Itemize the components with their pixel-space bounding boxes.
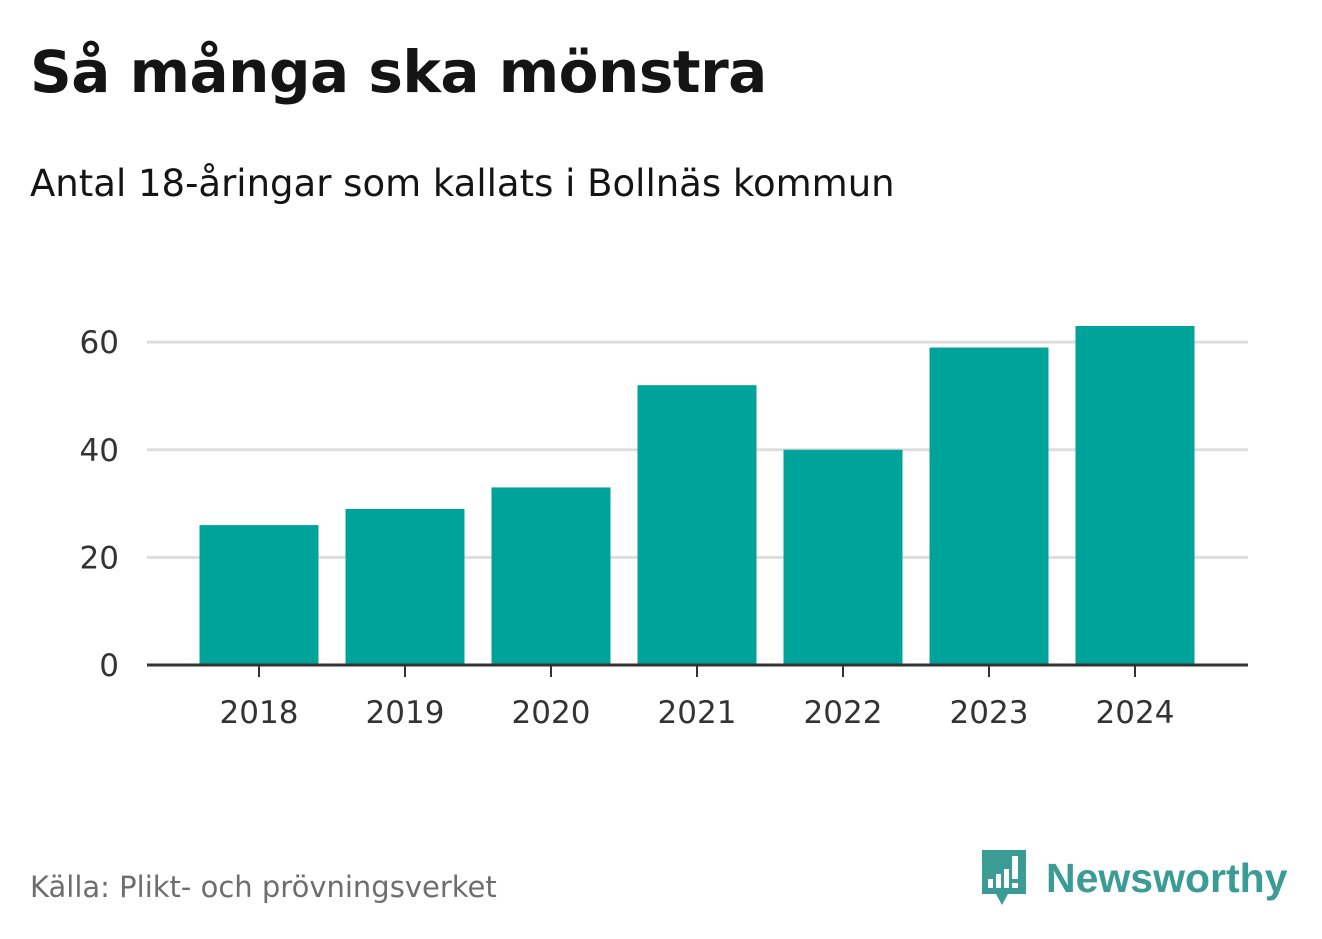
- newsworthy-logo-icon: [982, 850, 1026, 905]
- chart-subtitle: Antal 18-åringar som kallats i Bollnäs k…: [30, 162, 895, 205]
- x-tick-label: 2020: [512, 695, 591, 731]
- chart-title: Så många ska mönstra: [30, 38, 767, 106]
- x-tick-label: 2021: [658, 695, 737, 731]
- y-tick-label: 0: [99, 648, 119, 684]
- bar-2019: [345, 508, 465, 665]
- bar-2024: [1075, 326, 1195, 665]
- bar-2021: [637, 385, 757, 665]
- bar-2023: [929, 347, 1049, 665]
- x-tick-label: 2023: [950, 695, 1029, 731]
- x-tick-label: 2022: [804, 695, 883, 731]
- x-axis-ticks: 2018 2019 2020 2021 2022 2023 2024: [220, 665, 1175, 731]
- y-axis-ticks: 0 20 40 60: [80, 325, 119, 684]
- brand-name: Newsworthy: [1046, 854, 1288, 901]
- newsworthy-logo: Newsworthy: [980, 848, 1288, 908]
- x-tick-label: 2024: [1096, 695, 1175, 731]
- source-note: Källa: Plikt- och prövningsverket: [30, 870, 497, 904]
- bar-2022: [783, 449, 903, 665]
- bar-2018: [199, 525, 319, 665]
- x-tick-label: 2019: [366, 695, 445, 731]
- bar-chart: 0 20 40 60 2018 2019 2020 2021 2022 2023 2024: [80, 325, 1248, 731]
- bar-2020: [491, 487, 611, 665]
- bars: [199, 326, 1195, 665]
- y-tick-label: 20: [80, 540, 119, 576]
- y-tick-label: 40: [80, 433, 119, 469]
- x-tick-label: 2018: [220, 695, 299, 731]
- y-tick-label: 60: [80, 325, 119, 361]
